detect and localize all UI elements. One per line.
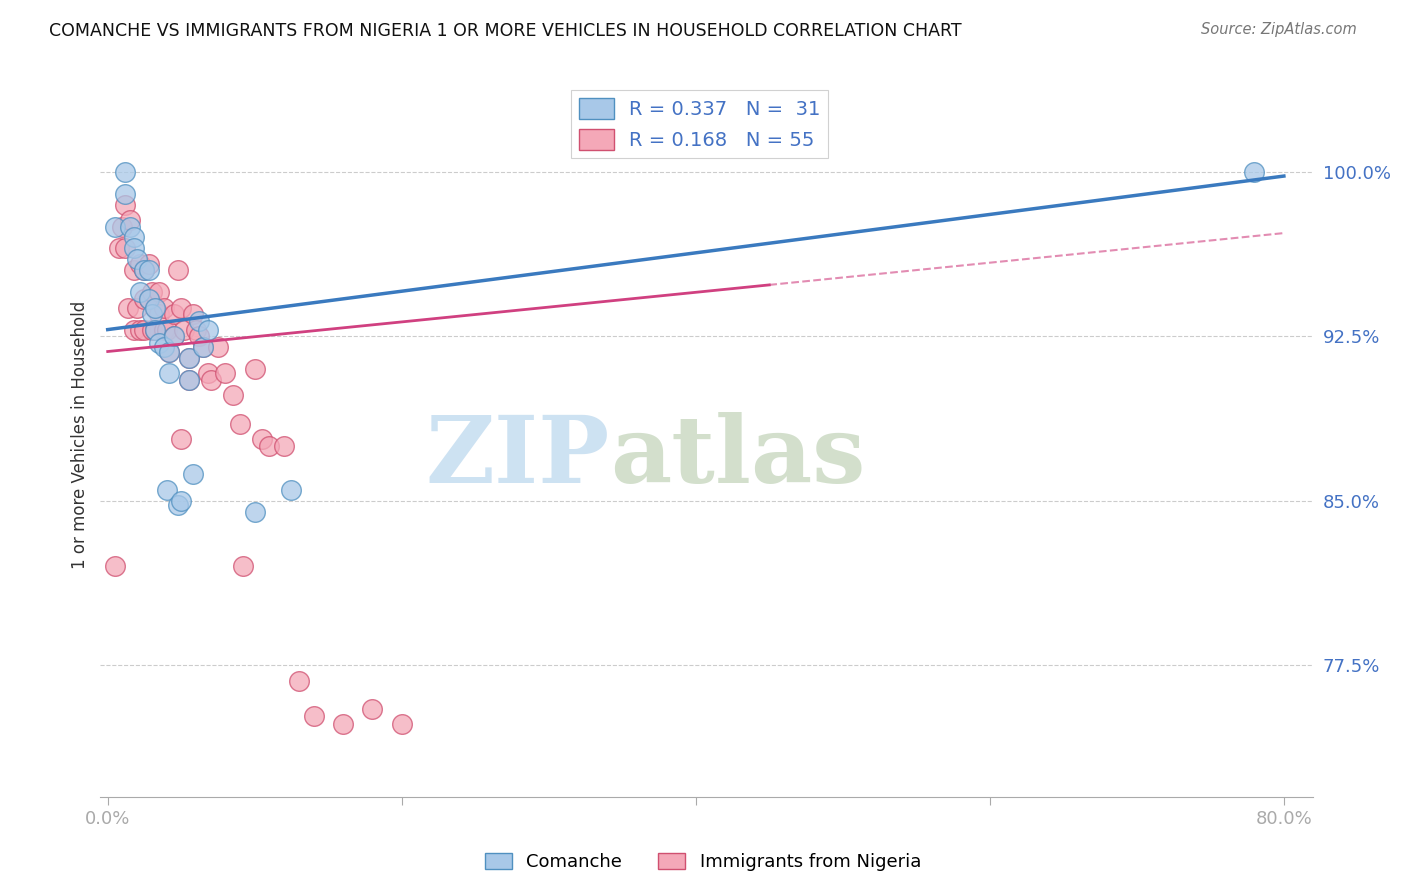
Point — [143, 322, 166, 336]
Text: Source: ZipAtlas.com: Source: ZipAtlas.com — [1201, 22, 1357, 37]
Point — [122, 242, 145, 256]
Point — [288, 673, 311, 688]
Text: atlas: atlas — [610, 411, 865, 501]
Point — [159, 344, 181, 359]
Point — [114, 242, 136, 256]
Point — [302, 708, 325, 723]
Point — [280, 483, 302, 497]
Point — [143, 301, 166, 315]
Point — [117, 301, 139, 315]
Point — [221, 388, 243, 402]
Text: COMANCHE VS IMMIGRANTS FROM NIGERIA 1 OR MORE VEHICLES IN HOUSEHOLD CORRELATION : COMANCHE VS IMMIGRANTS FROM NIGERIA 1 OR… — [49, 22, 962, 40]
Point — [193, 340, 215, 354]
Point — [361, 702, 384, 716]
Point — [104, 559, 127, 574]
Point — [250, 432, 273, 446]
Point — [152, 301, 174, 315]
Point — [152, 322, 174, 336]
Point — [184, 322, 207, 336]
Point — [200, 373, 222, 387]
Point — [122, 230, 145, 244]
Point — [177, 373, 200, 387]
Point — [170, 432, 193, 446]
Point — [148, 285, 170, 300]
Point — [148, 307, 170, 321]
Point — [197, 367, 219, 381]
Point — [187, 314, 209, 328]
Text: ZIP: ZIP — [426, 411, 610, 501]
Point — [243, 362, 266, 376]
Point — [332, 717, 354, 731]
Point — [214, 367, 236, 381]
Point — [159, 344, 181, 359]
Point — [114, 164, 136, 178]
Point — [148, 335, 170, 350]
Point — [114, 197, 136, 211]
Point — [181, 467, 204, 482]
Point — [243, 505, 266, 519]
Point — [193, 340, 215, 354]
Point — [177, 351, 200, 365]
Point — [170, 493, 193, 508]
Point — [141, 307, 163, 321]
Point — [173, 322, 195, 336]
Point — [122, 263, 145, 277]
Point — [207, 340, 229, 354]
Point — [163, 329, 186, 343]
Point — [163, 329, 186, 343]
Point — [138, 292, 160, 306]
Point — [143, 301, 166, 315]
Point — [129, 257, 152, 271]
Point — [118, 219, 141, 234]
Point — [259, 439, 281, 453]
Point — [152, 340, 174, 354]
Point — [122, 322, 145, 336]
Legend: R = 0.337   N =  31, R = 0.168   N = 55: R = 0.337 N = 31, R = 0.168 N = 55 — [571, 90, 828, 158]
Point — [177, 373, 200, 387]
Point — [111, 219, 134, 234]
Point — [118, 213, 141, 227]
Point — [1243, 164, 1265, 178]
Point — [155, 483, 177, 497]
Point — [141, 285, 163, 300]
Legend: Comanche, Immigrants from Nigeria: Comanche, Immigrants from Nigeria — [478, 846, 928, 879]
Point — [134, 292, 156, 306]
Point — [127, 252, 149, 267]
Point — [181, 307, 204, 321]
Point — [134, 322, 156, 336]
Point — [177, 351, 200, 365]
Point — [134, 263, 156, 277]
Point — [129, 285, 152, 300]
Point — [134, 263, 156, 277]
Point — [104, 219, 127, 234]
Point — [114, 186, 136, 201]
Point — [167, 263, 190, 277]
Point — [108, 242, 131, 256]
Point — [391, 717, 413, 731]
Point — [129, 322, 152, 336]
Point — [229, 417, 252, 431]
Point — [143, 322, 166, 336]
Point — [232, 559, 254, 574]
Point — [197, 322, 219, 336]
Point — [170, 301, 193, 315]
Point — [273, 439, 295, 453]
Point — [138, 263, 160, 277]
Point — [155, 322, 177, 336]
Point — [127, 301, 149, 315]
Point — [141, 322, 163, 336]
Point — [138, 292, 160, 306]
Point — [167, 498, 190, 512]
Y-axis label: 1 or more Vehicles in Household: 1 or more Vehicles in Household — [72, 301, 89, 569]
Point — [138, 257, 160, 271]
Point — [159, 367, 181, 381]
Point — [187, 329, 209, 343]
Point — [163, 307, 186, 321]
